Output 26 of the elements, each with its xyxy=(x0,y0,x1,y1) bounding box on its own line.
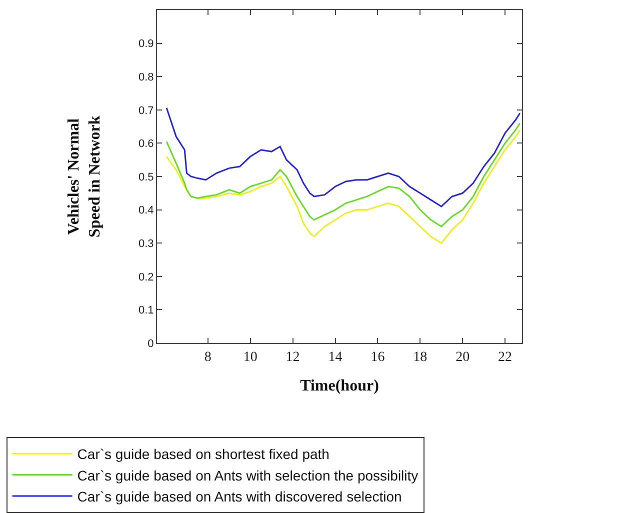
legend-label: Car`s guide based on Ants with selection the possibility xyxy=(77,467,418,484)
x-tick-label: 16 xyxy=(370,350,385,365)
x-tick-label: 12 xyxy=(286,350,300,365)
y-tick-label: 0.1 xyxy=(138,304,154,317)
x-tick-label: 18 xyxy=(413,350,428,365)
x-tick-label: 20 xyxy=(456,350,470,365)
y-tick-label: 0.2 xyxy=(138,271,154,284)
y-tick-label: 0.7 xyxy=(138,104,154,117)
line-series xyxy=(166,129,521,244)
y-tick-label: 0.4 xyxy=(138,204,154,217)
x-tick-label: 22 xyxy=(498,350,512,365)
line-series xyxy=(166,122,521,228)
y-tick-label: 0.3 xyxy=(138,238,154,250)
x-tick-label: 8 xyxy=(204,350,212,365)
x-axis-title: Time(hour) xyxy=(300,378,379,394)
line-series xyxy=(166,107,521,208)
y-tick-label: 0.6 xyxy=(138,138,154,150)
y-tick-label: 0.8 xyxy=(138,71,154,84)
x-tick-label: 10 xyxy=(243,350,258,365)
y-tick-label: 0.9 xyxy=(138,38,154,50)
y-axis-title: Vehicles' Normal Speed in Network xyxy=(66,116,104,238)
y-tick-label: 0 xyxy=(148,338,154,350)
legend-label: Car`s guide based on shortest fixed path xyxy=(77,446,330,462)
legend-label: Car`s guide based on Ants with discovered selection xyxy=(77,488,402,504)
x-tick-label: 14 xyxy=(328,350,342,365)
y-tick-label: 0.5 xyxy=(138,171,154,184)
